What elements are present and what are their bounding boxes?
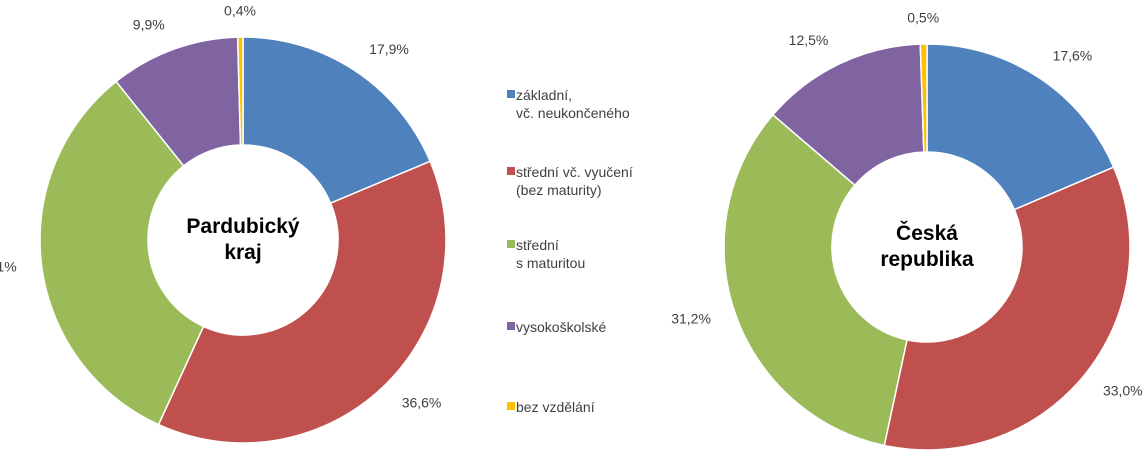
center-title: Česká republika (880, 222, 974, 271)
donut-slice (919, 43, 928, 153)
value-label: 31,2% (671, 310, 711, 326)
legend-label: základní, vč. neukončeného (516, 87, 630, 121)
legend-item: střední s maturitou (507, 236, 585, 272)
donut-slice (883, 166, 1131, 451)
legend-label: střední vč. vyučení (bez maturity) (516, 164, 633, 198)
legend-label: vysokoškolské (516, 319, 607, 335)
legend-swatch (507, 322, 515, 330)
donut-slice (242, 36, 432, 205)
legend-swatch (507, 167, 515, 175)
legend-swatch (507, 240, 515, 248)
legend-item: vysokoškolské (507, 318, 606, 336)
center-title: Pardubický kraj (186, 215, 300, 264)
value-label: 12,5% (789, 32, 829, 48)
donut-slice (926, 43, 1115, 211)
donut-slice (157, 160, 447, 444)
value-label: 17,6% (1053, 47, 1093, 63)
value-label: 31,1% (0, 259, 17, 275)
donut-slice (771, 43, 925, 187)
value-label: 0,5% (907, 10, 939, 26)
value-label: 33,0% (1103, 383, 1143, 399)
legend-swatch (507, 402, 515, 410)
value-label: 36,6% (402, 394, 442, 410)
value-label: 17,9% (369, 41, 409, 57)
donut-slice (236, 36, 244, 146)
legend-item: základní, vč. neukončeného (507, 86, 630, 122)
value-label: 9,9% (133, 17, 165, 33)
donut-slice (39, 80, 205, 426)
legend-label: střední s maturitou (516, 237, 586, 271)
donut-slice (723, 113, 908, 447)
legend-label: bez vzdělání (516, 399, 595, 415)
legend-item: střední vč. vyučení (bez maturity) (507, 163, 633, 199)
legend-item: bez vzdělání (507, 398, 595, 416)
value-label: 0,4% (224, 3, 256, 19)
legend-swatch (507, 90, 515, 98)
